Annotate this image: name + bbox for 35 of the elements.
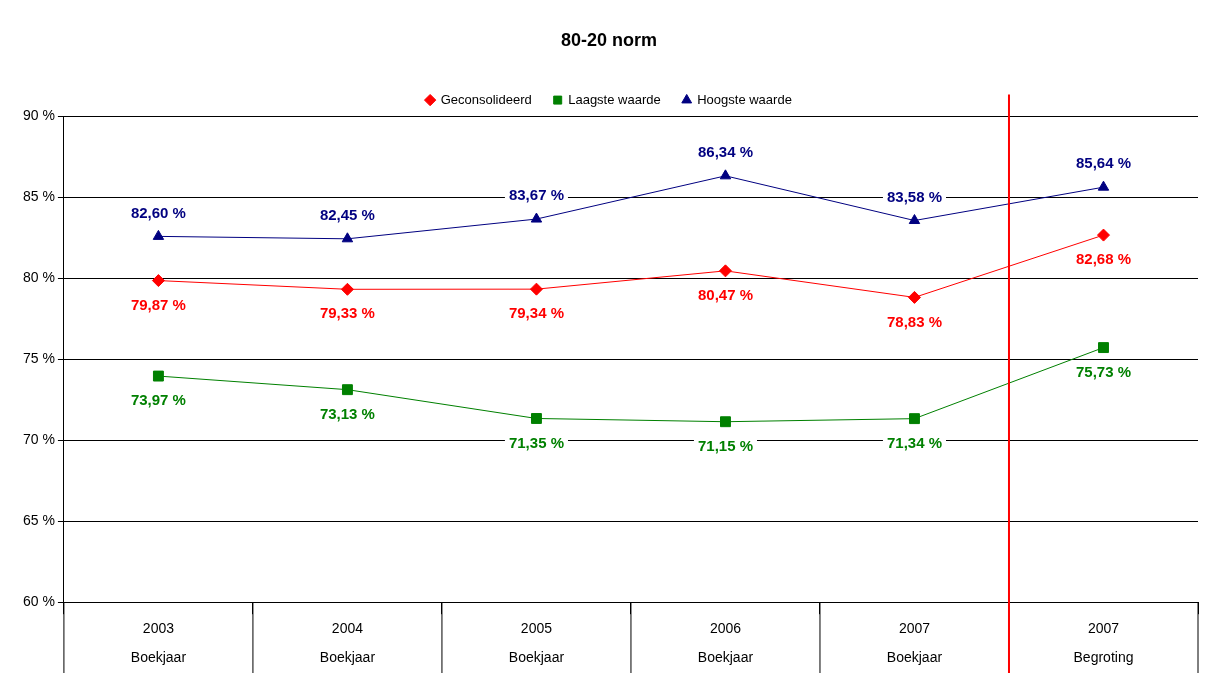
y-tick-label: 60 % <box>22 593 55 610</box>
data-label: 73,13 % <box>319 404 375 422</box>
data-label: 78,83 % <box>886 312 942 330</box>
data-label: 71,35 % <box>508 433 564 451</box>
x-tick-label: 2005 Boekjaar <box>508 619 565 666</box>
data-label: 79,33 % <box>319 304 375 322</box>
x-tick-label: 2007 Begroting <box>1073 619 1134 666</box>
data-label: 75,73 % <box>1075 362 1132 380</box>
data-label: 86,34 % <box>697 142 753 160</box>
data-label: 82,68 % <box>1075 250 1132 268</box>
x-tick-label: 2007 Boekjaar <box>886 619 943 666</box>
chart-title: 80-20 norm <box>560 29 658 50</box>
x-tick-label: 2006 Boekjaar <box>697 619 754 666</box>
data-label: 85,64 % <box>1075 154 1132 172</box>
data-label: 73,97 % <box>130 391 186 409</box>
data-label: 79,87 % <box>130 295 186 313</box>
x-tick-label: 2003 Boekjaar <box>130 619 187 666</box>
y-tick-label: 65 % <box>22 512 55 529</box>
data-label: 71,15 % <box>697 436 753 454</box>
data-label: 82,45 % <box>319 205 375 223</box>
legend-label: Hoogste waarde <box>697 91 792 107</box>
y-tick-label: 75 % <box>22 350 55 367</box>
data-label: 82,60 % <box>130 203 186 221</box>
y-tick-label: 70 % <box>22 431 55 448</box>
x-tick-label: 2004 Boekjaar <box>319 619 376 666</box>
legend-label: Geconsolideerd <box>440 91 532 107</box>
y-tick-label: 90 % <box>22 107 55 124</box>
legend-label: Laagste waarde <box>568 91 661 107</box>
data-label: 83,58 % <box>886 187 942 205</box>
data-label: 79,34 % <box>508 304 564 322</box>
data-label: 71,34 % <box>886 433 942 451</box>
data-label: 83,67 % <box>508 186 564 204</box>
y-tick-label: 80 % <box>22 269 55 286</box>
data-label: 80,47 % <box>697 286 753 303</box>
y-tick-label: 85 % <box>22 188 55 205</box>
